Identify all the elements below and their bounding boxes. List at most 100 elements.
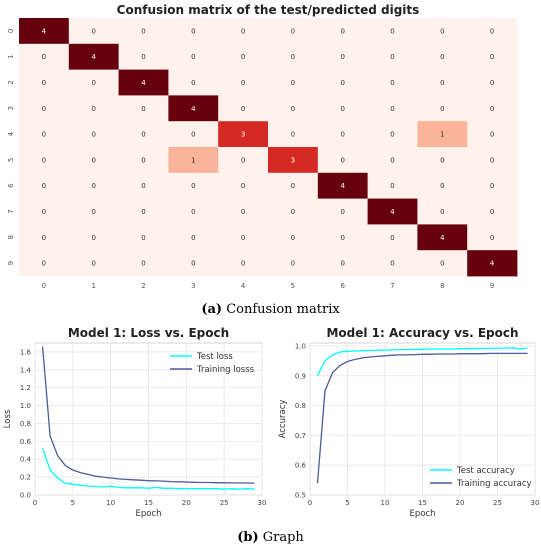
heatmap-cell [367,198,418,225]
x-tick-label: 10 [381,499,390,507]
y-tick-label: 0.5 [295,492,306,500]
heatmap-cell [467,224,518,251]
cell-value-label: 0 [241,27,245,35]
x-tick-label: 0 [33,499,37,507]
y-tick-label: 0.4 [20,456,32,464]
heatmap-cell [168,250,219,277]
heatmap-cell [68,95,119,122]
heatmap-cell [317,147,368,174]
cell-value-label: 0 [141,53,145,61]
heatmap-cell [417,69,468,96]
cell-value-label: 0 [141,105,145,113]
heatmap-cell [417,95,468,122]
row-tick-label: 4 [7,131,15,136]
caption-a: (a) Confusion matrix [0,302,541,317]
cell-value-label: 4 [191,105,196,113]
cell-value-label: 1 [191,156,195,164]
cell-value-label: 0 [42,234,46,242]
cell-value-label: 0 [390,260,394,268]
heatmap-cell [168,147,219,174]
chart-title: Model 1: Accuracy vs. Epoch [326,326,518,340]
row-tick-label: 5 [7,158,15,162]
heatmap-cell [417,172,468,199]
heatmap-cell [268,18,319,45]
cell-value-label: 0 [42,53,46,61]
heatmap-cell [467,198,518,225]
heatmap-cell [417,18,468,45]
caption-a-label: (a) [201,302,223,317]
cell-value-label: 0 [440,79,444,87]
cell-value-label: 0 [141,27,145,35]
heatmap-cell [19,69,70,96]
row-tick-label: 0 [7,29,15,33]
heatmap-cell [317,224,368,251]
heatmap-cell [218,172,269,199]
heatmap-cell [19,95,70,122]
cell-value-label: 0 [141,182,145,190]
heatmap-cell [417,147,468,174]
heatmap-cell [68,121,119,148]
x-tick-label: 5 [71,499,75,507]
row-tick-label: 3 [7,106,15,110]
cell-value-label: 0 [490,182,494,190]
cell-value-label: 0 [490,131,494,139]
y-tick-label: 0.0 [20,492,31,500]
cell-value-label: 0 [490,27,494,35]
heatmap-cell [19,172,70,199]
cell-value-label: 0 [340,156,344,164]
y-tick-label: 1.2 [20,384,31,392]
heatmap-cell [218,18,269,45]
cell-value-label: 0 [241,182,245,190]
cell-value-label: 0 [141,131,145,139]
cell-value-label: 0 [440,182,444,190]
cell-value-label: 1 [440,131,444,139]
cell-value-label: 0 [390,79,394,87]
cell-value-label: 4 [141,79,146,87]
cell-value-label: 0 [291,53,295,61]
x-tick-label: 0 [308,499,312,507]
cell-value-label: 0 [191,234,195,242]
legend-label-1: Test accuracy [456,466,515,476]
cell-value-label: 0 [390,105,394,113]
heatmap-cell [19,121,70,148]
cell-value-label: 0 [241,260,245,268]
caption-b-label: (b) [237,530,259,545]
row-tick-label: 9 [7,261,15,265]
cell-value-label: 0 [91,105,95,113]
heatmap-cell [118,198,169,225]
x-tick-label: 15 [144,499,153,507]
cell-value-label: 0 [340,79,344,87]
heatmap-cell [268,198,319,225]
col-tick-label: 2 [141,282,145,290]
chart-title: Model 1: Loss vs. Epoch [68,326,229,340]
heatmap-cell [367,18,418,45]
heatmap-cell [168,224,219,251]
cell-value-label: 0 [291,105,295,113]
heatmap-cell [317,198,368,225]
heatmap-cell [467,121,518,148]
cell-value-label: 4 [42,27,47,35]
heatmap-cell [467,147,518,174]
cell-value-label: 0 [490,105,494,113]
cell-value-label: 0 [241,208,245,216]
heatmap-cell [19,250,70,277]
heatmap-cell [417,121,468,148]
y-tick-label: 0.9 [295,372,306,380]
heatmap-cell [118,95,169,122]
cell-value-label: 0 [291,131,295,139]
y-tick-label: 0.2 [20,474,31,482]
heatmap-cell [168,198,219,225]
cell-value-label: 0 [390,234,394,242]
cell-value-label: 0 [91,27,95,35]
heatmap-cell [118,121,169,148]
heatmap-cell [68,18,119,45]
cell-value-label: 4 [440,234,445,242]
heatmap-cell [118,250,169,277]
cell-value-label: 0 [42,208,46,216]
heatmap-cell [467,43,518,70]
heatmap-cell [268,250,319,277]
heatmap-cell [317,121,368,148]
col-tick-label: 1 [91,282,95,290]
heatmap-cell [118,69,169,96]
